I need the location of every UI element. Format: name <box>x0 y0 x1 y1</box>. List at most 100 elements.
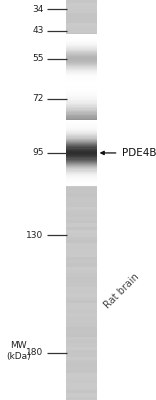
Bar <box>66 80 97 83</box>
Bar <box>66 320 97 323</box>
Bar <box>66 88 97 89</box>
Bar <box>66 10 97 13</box>
Bar <box>66 59 97 60</box>
Bar <box>66 167 97 170</box>
Bar <box>66 182 97 184</box>
Bar <box>66 136 97 137</box>
Bar <box>66 90 97 93</box>
Bar <box>66 313 97 317</box>
Bar <box>66 49 97 50</box>
Bar <box>66 137 97 138</box>
Bar <box>66 40 97 43</box>
Bar <box>66 140 97 141</box>
Bar <box>66 163 97 167</box>
Bar <box>66 220 97 223</box>
Bar <box>66 170 97 172</box>
Bar <box>66 237 97 240</box>
Bar <box>66 170 97 173</box>
Bar <box>66 283 97 287</box>
Text: 95: 95 <box>32 148 44 158</box>
Bar <box>66 160 97 163</box>
Bar <box>66 150 97 151</box>
Bar <box>66 145 97 147</box>
Bar <box>66 85 97 86</box>
Bar <box>66 137 97 140</box>
Bar <box>66 74 97 75</box>
Bar <box>66 39 97 40</box>
Bar <box>66 190 97 193</box>
Bar <box>66 152 97 154</box>
Bar <box>66 390 97 393</box>
Bar <box>66 350 97 353</box>
Bar <box>66 55 97 56</box>
Bar <box>66 70 97 71</box>
Bar <box>66 30 97 33</box>
Bar <box>66 93 97 94</box>
Bar <box>66 123 97 124</box>
Bar <box>66 128 97 129</box>
Bar <box>66 107 97 108</box>
Bar <box>66 263 97 267</box>
Bar <box>66 81 97 82</box>
Bar <box>66 153 97 154</box>
Text: 43: 43 <box>32 26 44 35</box>
Bar <box>66 347 97 350</box>
Bar <box>66 83 97 84</box>
Bar <box>66 20 97 23</box>
Bar <box>66 47 97 48</box>
Bar <box>66 140 97 143</box>
Bar <box>66 0 97 3</box>
Bar <box>66 310 97 313</box>
Bar <box>66 67 97 70</box>
Bar <box>66 217 97 220</box>
Bar <box>66 173 97 174</box>
Bar <box>66 207 97 210</box>
Bar <box>66 41 97 42</box>
Bar <box>66 27 97 30</box>
Bar <box>66 377 97 380</box>
Bar <box>66 60 97 61</box>
Bar <box>66 175 97 176</box>
Bar <box>66 183 97 187</box>
Bar <box>66 134 97 136</box>
Bar <box>66 157 97 158</box>
Bar <box>66 104 97 106</box>
Bar <box>66 203 97 207</box>
Bar <box>66 140 97 141</box>
Bar <box>66 13 97 17</box>
Bar <box>66 156 97 158</box>
Bar <box>66 333 97 337</box>
Bar <box>66 130 97 133</box>
Bar <box>66 120 97 121</box>
Bar <box>66 290 97 293</box>
Bar <box>66 125 97 126</box>
Bar <box>66 84 97 85</box>
Bar <box>66 393 97 397</box>
Bar <box>66 43 97 44</box>
Bar <box>66 75 97 76</box>
Bar <box>66 193 97 197</box>
Bar <box>66 373 97 377</box>
Bar <box>66 60 97 63</box>
Bar <box>66 64 97 66</box>
Bar <box>66 307 97 310</box>
Bar <box>66 128 97 129</box>
Bar <box>66 122 97 123</box>
Text: 180: 180 <box>26 348 44 358</box>
Bar <box>66 118 97 119</box>
Bar <box>66 172 97 173</box>
Bar <box>66 153 97 157</box>
Bar <box>66 126 97 128</box>
Bar <box>66 67 97 68</box>
Bar <box>66 121 97 122</box>
Bar <box>66 397 97 400</box>
Bar <box>66 43 97 47</box>
Bar <box>66 119 97 120</box>
Bar <box>66 367 97 370</box>
Bar <box>66 50 97 52</box>
Bar <box>66 160 97 162</box>
Bar <box>66 123 97 127</box>
Bar <box>66 106 97 107</box>
Bar <box>66 130 97 132</box>
Bar <box>66 144 97 145</box>
